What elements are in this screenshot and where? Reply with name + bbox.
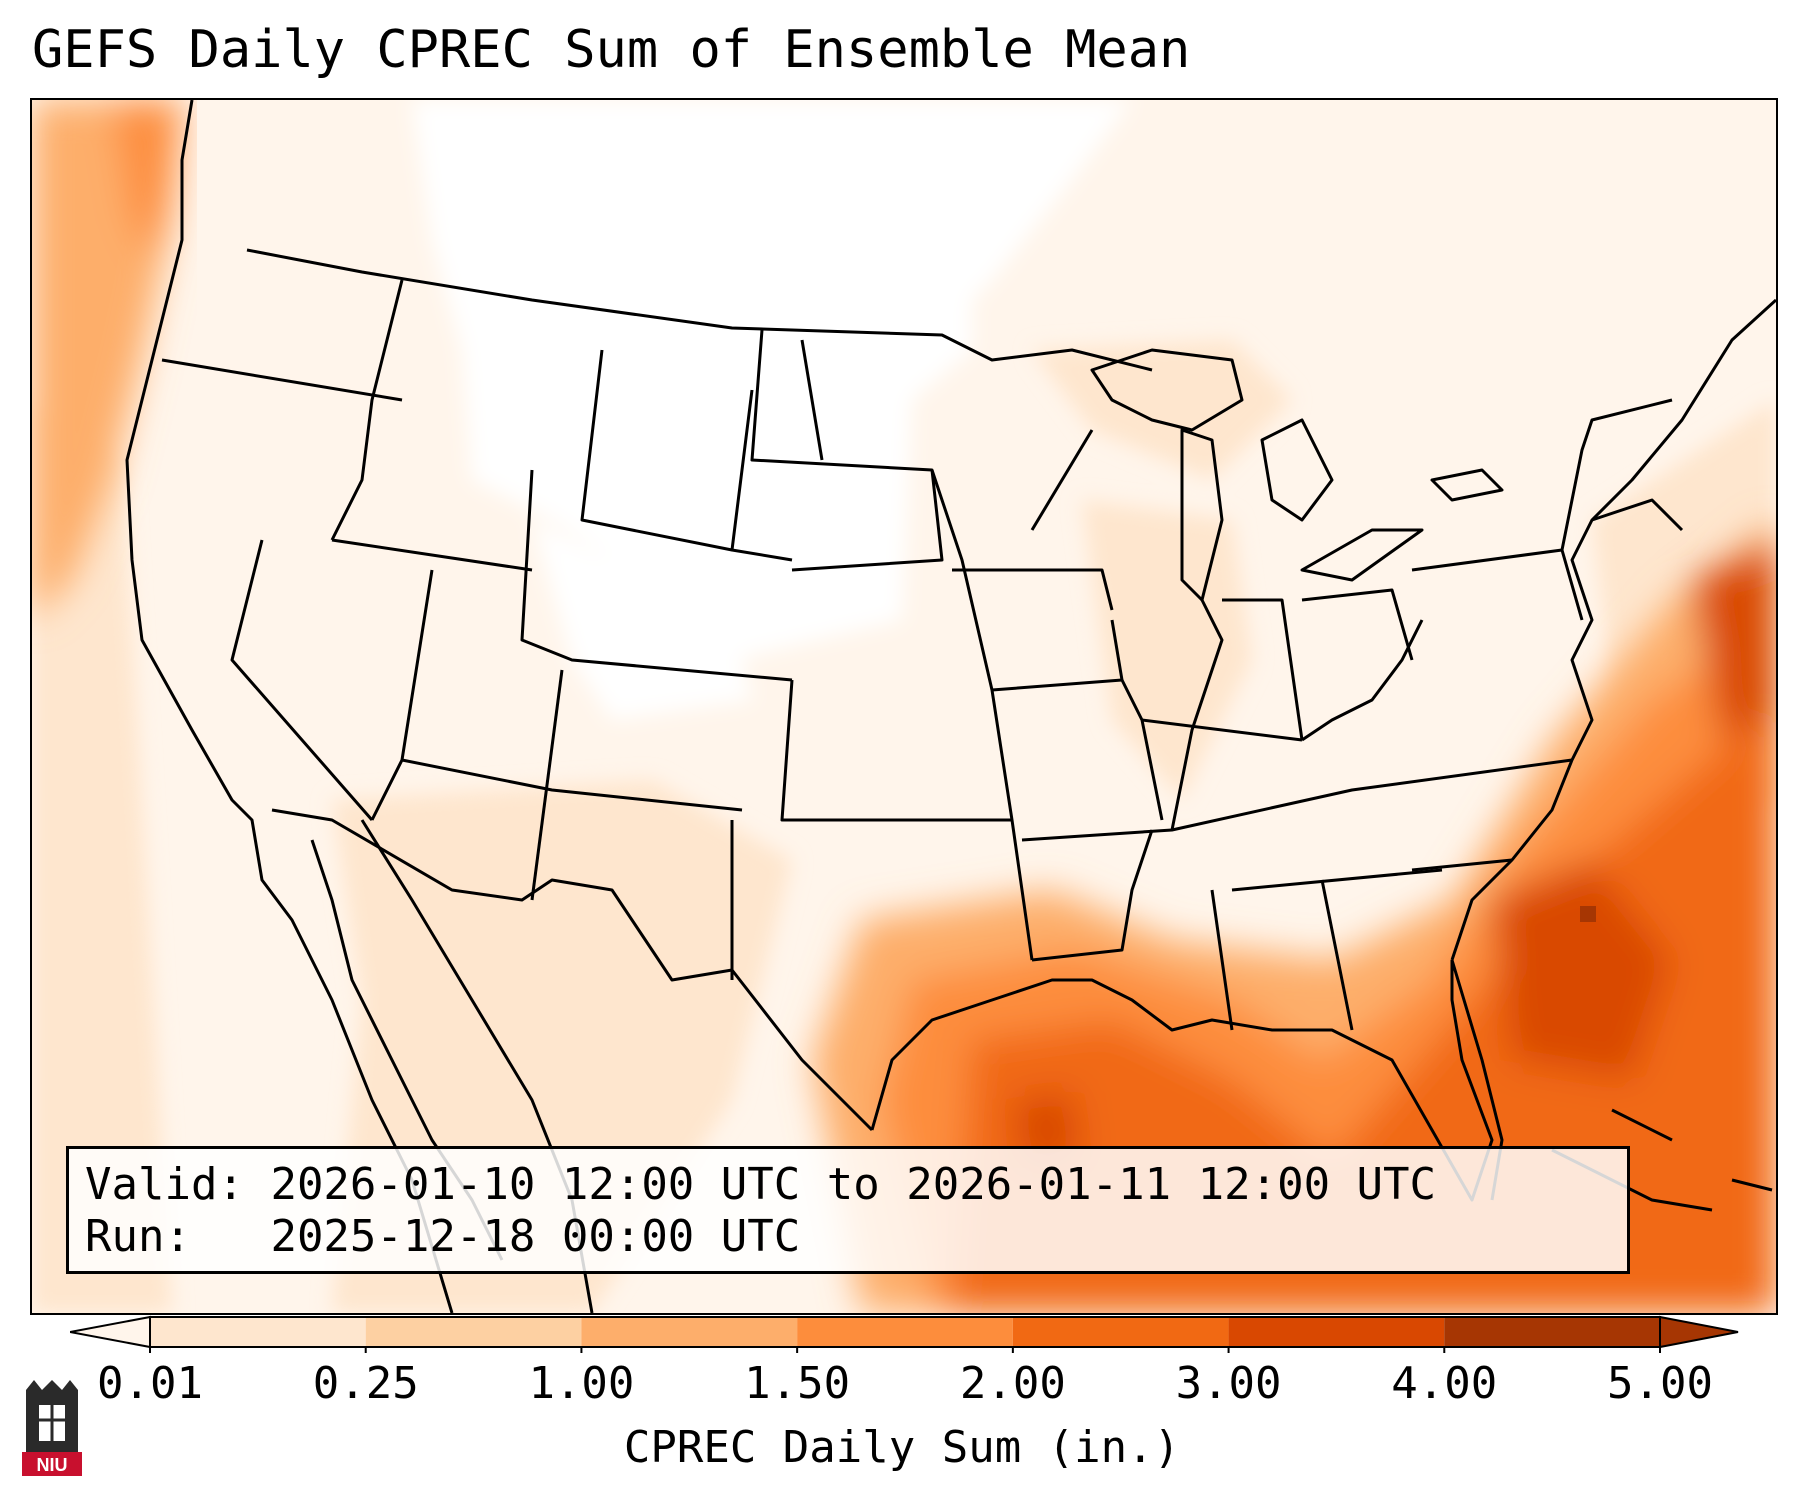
precip-map — [32, 100, 1776, 1313]
map-title: GEFS Daily CPREC Sum of Ensemble Mean — [32, 20, 1191, 80]
colorbar-extend-low — [70, 1315, 151, 1349]
colorbar-border — [149, 1316, 1661, 1348]
run-time: 2025-12-18 00:00 UTC — [270, 1211, 801, 1262]
colorbar-segment — [150, 1317, 366, 1347]
map-panel — [30, 98, 1778, 1315]
atlantic-coastline — [1450, 298, 1776, 961]
colorbar-segment — [1444, 1317, 1660, 1347]
colorbar-extend-high — [1659, 1315, 1739, 1349]
colorbar-tick-label: 4.00 — [1391, 1358, 1498, 1409]
colorbar — [70, 1315, 1739, 1353]
gulf-coastline — [870, 960, 1494, 1202]
precip-pacific-coast — [32, 100, 182, 620]
colorbar-label: CPREC Daily Sum (in.) — [623, 1422, 1181, 1473]
colorbar-segment — [581, 1317, 798, 1347]
precip-dry-areas — [412, 100, 1132, 720]
colorbar-tick-label: 5.00 — [1607, 1358, 1713, 1409]
lake-superior — [1090, 348, 1244, 432]
valid-run-info-box: Valid: 2026-01-10 12:00 UTC to 2026-01-1… — [66, 1146, 1630, 1274]
canada-border — [246, 248, 1153, 372]
colorbar-tick-label: 0.01 — [97, 1358, 203, 1409]
mexico-border — [271, 808, 874, 1132]
colorbar-segment — [797, 1317, 1013, 1347]
colorbar-segment — [1012, 1317, 1229, 1347]
colorbar-segment — [365, 1317, 582, 1347]
colorbar-tick-label: 0.25 — [312, 1358, 419, 1409]
valid-time: 2026-01-10 12:00 UTC to 2026-01-11 12:00… — [270, 1159, 1437, 1210]
pacific-coastline — [125, 100, 454, 1313]
colorbar-tick-label: 3.00 — [1175, 1358, 1282, 1409]
svg-text:NIU: NIU — [37, 1455, 68, 1475]
state-boundaries — [125, 100, 1776, 1313]
lake-erie — [1300, 528, 1424, 582]
colorbar-segment — [1228, 1317, 1445, 1347]
colorbar-tick-label: 1.00 — [528, 1358, 635, 1409]
run-label: Run: — [85, 1211, 191, 1262]
lake-huron — [1260, 418, 1334, 522]
precip-max-cell — [1580, 906, 1596, 922]
lake-ontario — [1430, 468, 1504, 502]
colorbar-tick-label: 2.00 — [959, 1358, 1066, 1409]
valid-label: Valid: — [85, 1159, 244, 1210]
colorbar-tick-label: 1.50 — [744, 1358, 851, 1409]
niu-logo: NIU — [22, 1380, 82, 1476]
